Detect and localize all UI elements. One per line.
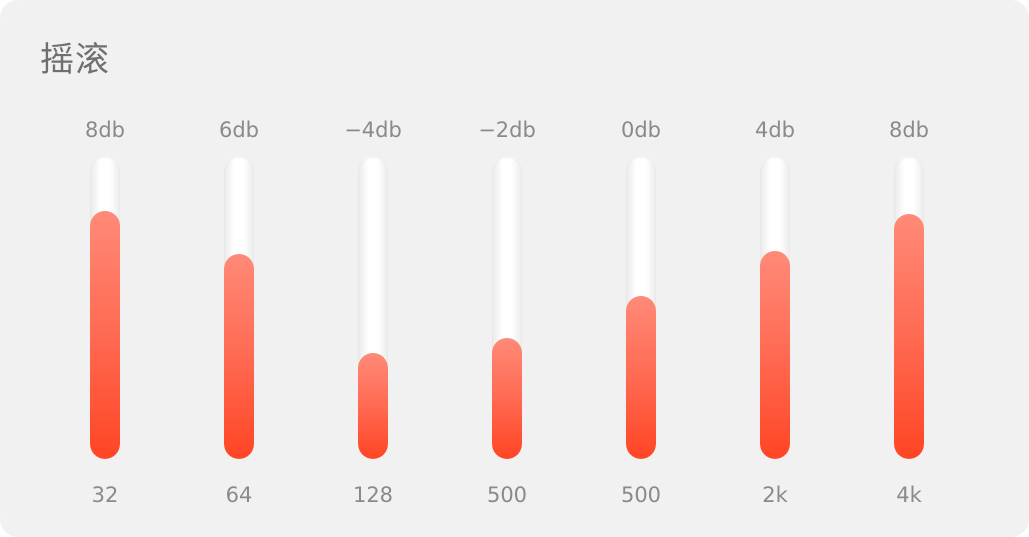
band-gain-label: −4db — [344, 118, 402, 142]
band-slider-fill[interactable] — [492, 338, 522, 459]
band-slider-fill[interactable] — [626, 296, 656, 459]
band-frequency-label: 500 — [620, 483, 662, 507]
band-frequency-label: 2k — [762, 483, 788, 507]
eq-band-32: 8db 32 — [45, 0, 165, 537]
band-slider-track[interactable] — [90, 157, 120, 459]
eq-band-500-b: 0db 500 — [581, 0, 701, 537]
band-slider-track[interactable] — [894, 157, 924, 459]
eq-band-500-a: −2db 500 — [447, 0, 567, 537]
band-gain-label: 8db — [888, 118, 930, 142]
band-gain-label: 6db — [218, 118, 260, 142]
band-gain-label: 8db — [84, 118, 126, 142]
band-gain-label: −2db — [478, 118, 536, 142]
band-frequency-label: 32 — [91, 483, 119, 507]
band-frequency-label: 64 — [225, 483, 253, 507]
band-slider-fill[interactable] — [224, 254, 254, 459]
band-slider-track[interactable] — [224, 157, 254, 459]
band-slider-fill[interactable] — [894, 214, 924, 459]
eq-band-64: 6db 64 — [179, 0, 299, 537]
eq-band-4k: 8db 4k — [849, 0, 969, 537]
band-slider-fill[interactable] — [90, 211, 120, 459]
band-slider-track[interactable] — [358, 157, 388, 459]
preset-title: 摇滚 — [40, 40, 110, 80]
band-slider-fill[interactable] — [760, 251, 790, 459]
eq-band-2k: 4db 2k — [715, 0, 835, 537]
band-slider-track[interactable] — [760, 157, 790, 459]
band-slider-track[interactable] — [492, 157, 522, 459]
band-gain-label: 4db — [754, 118, 796, 142]
band-frequency-label: 128 — [352, 483, 394, 507]
band-frequency-label: 4k — [896, 483, 922, 507]
band-slider-fill[interactable] — [358, 353, 388, 459]
band-gain-label: 0db — [620, 118, 662, 142]
band-frequency-label: 500 — [486, 483, 528, 507]
eq-band-128: −4db 128 — [313, 0, 433, 537]
band-slider-track[interactable] — [626, 157, 656, 459]
